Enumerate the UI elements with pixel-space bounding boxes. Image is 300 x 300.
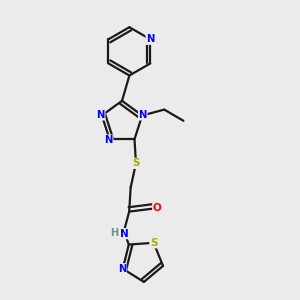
Text: N: N [97, 110, 105, 120]
Text: N: N [146, 34, 154, 44]
Text: S: S [132, 158, 140, 168]
Text: N: N [118, 264, 126, 274]
Text: O: O [153, 203, 161, 213]
Text: N: N [120, 229, 129, 239]
Text: N: N [139, 110, 147, 120]
Text: S: S [150, 238, 158, 248]
Text: N: N [104, 135, 113, 145]
Text: H: H [110, 228, 118, 238]
